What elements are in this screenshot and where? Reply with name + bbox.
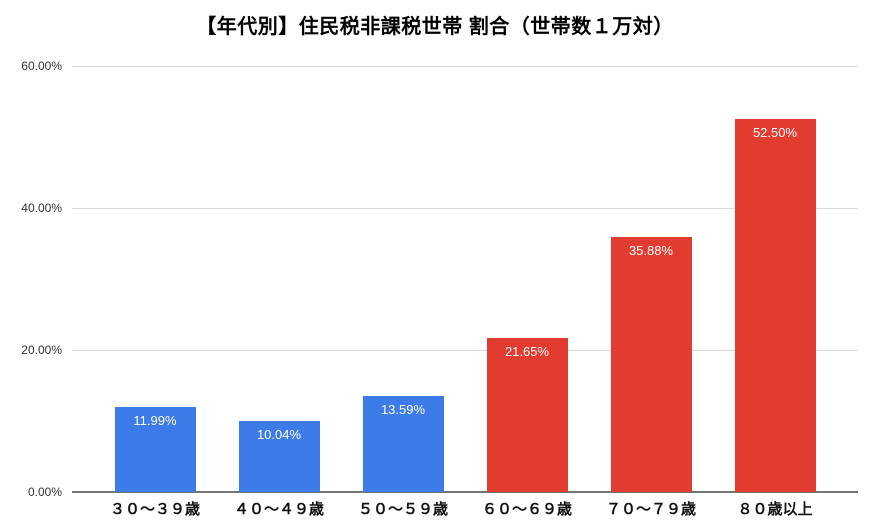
x-axis: ３０〜３９歳 ４０〜４９歳 ５０〜５９歳 ６０〜６９歳 ７０〜７９歳 ８０歳以上 <box>93 498 837 519</box>
x-category-label: ８０歳以上 <box>737 501 813 518</box>
bar-1: 11.99% <box>114 406 196 492</box>
gridline <box>72 350 858 351</box>
bar-value-label: 21.65% <box>504 344 550 360</box>
bar-value-label: 11.99% <box>133 412 177 428</box>
x-category-label: ３０〜３９歳 <box>109 501 200 518</box>
bar-value-label: 13.59% <box>380 401 426 417</box>
bar-slot: 52.50% <box>713 66 837 492</box>
gridline <box>72 208 858 209</box>
x-category-label: ７０〜７９歳 <box>605 501 696 518</box>
bar-value-label: 52.50% <box>752 125 798 141</box>
x-category-label: ５０〜５９歳 <box>357 501 448 518</box>
x-category-label: ６０〜６９歳 <box>481 501 572 518</box>
bars-layer: 11.99% 10.04% 13.59% 21.65% 35.88% 52.50% <box>93 66 837 492</box>
bar-6: 52.50% <box>734 119 816 492</box>
bar-slot: 10.04% <box>217 66 341 492</box>
gridline <box>72 66 858 67</box>
bar-value-label: 10.04% <box>256 426 302 442</box>
bar-4: 21.65% <box>486 338 568 492</box>
y-tick-label: 40.00% <box>21 201 62 215</box>
bar-slot: 13.59% <box>341 66 465 492</box>
y-tick-label: 60.00% <box>21 59 62 73</box>
bar-5: 35.88% <box>610 237 692 492</box>
bar-slot: 21.65% <box>465 66 589 492</box>
bar-3: 13.59% <box>362 395 444 492</box>
chart-title: 【年代別】住民税非課税世帯 割合（世帯数１万対） <box>196 16 674 38</box>
y-tick-label: 0.00% <box>27 485 62 499</box>
bar-slot: 11.99% <box>93 66 217 492</box>
y-tick-label: 20.00% <box>21 343 62 357</box>
bar-value-label: 35.88% <box>628 243 674 259</box>
bar-slot: 35.88% <box>589 66 713 492</box>
x-axis-line <box>72 491 858 493</box>
x-category-label: ４０〜４９歳 <box>233 501 324 518</box>
bar-2: 10.04% <box>238 420 320 492</box>
plot-area: 11.99% 10.04% 13.59% 21.65% 35.88% 52.50% <box>72 66 858 493</box>
